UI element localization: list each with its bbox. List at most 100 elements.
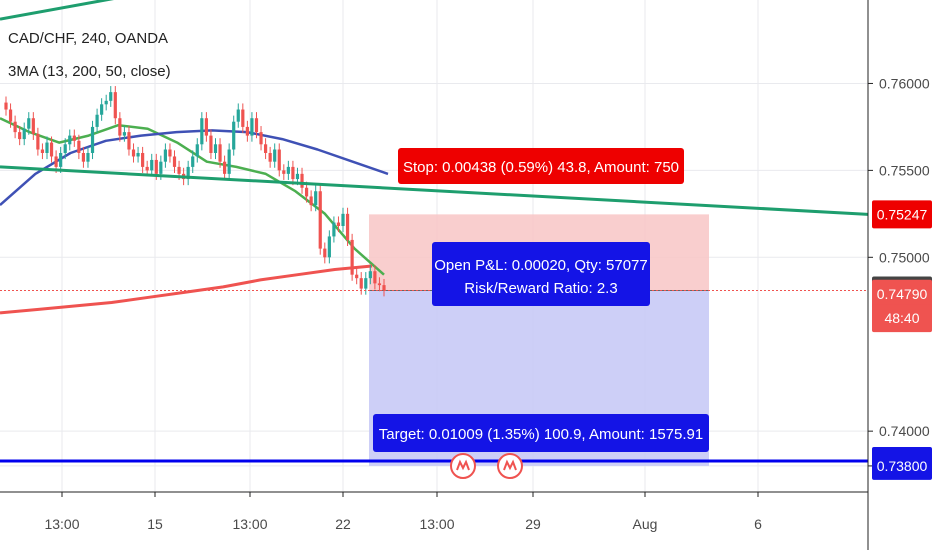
candle-body-12 bbox=[59, 152, 63, 167]
candle-body-27 bbox=[127, 132, 131, 150]
candle-body-57 bbox=[263, 144, 268, 153]
indicator-legend: 3MA (13, 200, 50, close) bbox=[8, 63, 171, 80]
candle-body-36 bbox=[168, 149, 172, 157]
candle-body-4 bbox=[22, 128, 26, 140]
candle-body-42 bbox=[195, 144, 199, 157]
x-tick-label-4: 13:00 bbox=[419, 516, 454, 532]
trendline-0 bbox=[0, 165, 869, 216]
candle-body-44 bbox=[204, 118, 208, 136]
candle-body-80 bbox=[368, 271, 372, 279]
candle-body-34 bbox=[159, 161, 163, 174]
symbol-title: CAD/CHF, 240, OANDA bbox=[8, 30, 168, 47]
candle-body-65 bbox=[300, 173, 304, 188]
candle-body-61 bbox=[282, 170, 286, 174]
pnl-label[interactable]: Open P&L: 0.00020, Qty: 57077 Risk/Rewar… bbox=[432, 242, 650, 306]
candle-body-67 bbox=[309, 196, 313, 206]
candle-body-43 bbox=[200, 118, 204, 145]
candle-body-73 bbox=[336, 222, 341, 227]
candle-body-74 bbox=[341, 213, 345, 227]
ma-line-2 bbox=[0, 264, 373, 315]
candle-body-0 bbox=[4, 102, 8, 110]
ma-line-1 bbox=[0, 129, 389, 207]
candle-body-81 bbox=[373, 271, 377, 284]
pnl-label-box bbox=[432, 242, 650, 306]
candle-body-25 bbox=[118, 118, 122, 136]
y-tick-label-1: 0.75500 bbox=[879, 162, 930, 178]
candle-body-70 bbox=[323, 248, 327, 258]
candle-body-45 bbox=[209, 135, 213, 153]
trendline-1 bbox=[0, 0, 115, 21]
candle-body-50 bbox=[232, 121, 236, 150]
candle-body-3 bbox=[18, 132, 22, 140]
x-tick-label-0: 13:00 bbox=[44, 516, 79, 532]
candle-body-40 bbox=[186, 166, 190, 180]
candle-body-19 bbox=[90, 126, 95, 153]
candle-body-63 bbox=[291, 166, 295, 180]
candle-body-26 bbox=[122, 132, 127, 136]
price-badge-2 bbox=[872, 279, 932, 308]
candle-body-15 bbox=[72, 135, 76, 141]
candle-body-47 bbox=[218, 144, 222, 162]
candle-body-6 bbox=[31, 118, 35, 134]
candle-body-16 bbox=[77, 140, 81, 153]
candle-body-10 bbox=[49, 142, 54, 157]
x-tick-label-6: Aug bbox=[633, 516, 658, 532]
candle-body-60 bbox=[277, 149, 281, 171]
candle-body-29 bbox=[136, 152, 140, 157]
y-tick-label-3: 0.74000 bbox=[879, 423, 930, 439]
price-badge-text-3: 48:40 bbox=[884, 310, 919, 326]
candle-body-31 bbox=[145, 166, 149, 171]
stop-label-box bbox=[398, 148, 684, 184]
price-badge-text-0: 0.75247 bbox=[877, 206, 928, 222]
dividend-marker-icon[interactable] bbox=[497, 453, 523, 479]
price-badge-5 bbox=[872, 451, 932, 480]
candle-body-58 bbox=[268, 152, 272, 162]
candle-body-71 bbox=[327, 236, 331, 258]
candle-body-66 bbox=[304, 187, 309, 197]
candle-body-2 bbox=[13, 121, 17, 133]
target-label[interactable]: Target: 0.01009 (1.35%) 100.9, Amount: 1… bbox=[373, 414, 709, 452]
price-badge-0 bbox=[872, 200, 932, 229]
candle-body-46 bbox=[213, 144, 218, 153]
candle-body-48 bbox=[223, 161, 227, 174]
candle-body-21 bbox=[100, 104, 104, 115]
candle-body-56 bbox=[259, 132, 263, 145]
x-tick-label-2: 13:00 bbox=[232, 516, 267, 532]
x-tick-label-7: 6 bbox=[754, 516, 762, 532]
candle-body-5 bbox=[27, 118, 31, 129]
pnl-label-line1: Open P&L: 0.00020, Qty: 57077 bbox=[434, 257, 648, 274]
candle-body-18 bbox=[86, 152, 90, 162]
candle-body-32 bbox=[150, 159, 154, 171]
candle-body-22 bbox=[104, 100, 108, 105]
price-badge-text-2: 0.74790 bbox=[877, 286, 928, 302]
candle-body-23 bbox=[109, 92, 113, 101]
pnl-label-line2: Risk/Reward Ratio: 2.3 bbox=[464, 280, 617, 297]
earnings-marker-icon[interactable] bbox=[450, 453, 476, 479]
candle-body-69 bbox=[318, 191, 322, 249]
y-tick-label-0: 0.76000 bbox=[879, 75, 930, 91]
candle-body-54 bbox=[250, 118, 254, 136]
candle-body-51 bbox=[236, 109, 240, 122]
candle-body-49 bbox=[227, 149, 231, 174]
candle-body-64 bbox=[295, 173, 300, 180]
candle-body-11 bbox=[54, 156, 58, 167]
candle-body-41 bbox=[191, 156, 195, 167]
stop-label[interactable]: Stop: 0.00438 (0.59%) 43.8, Amount: 750 bbox=[398, 148, 684, 184]
candle-body-33 bbox=[154, 159, 158, 174]
candle-body-82 bbox=[377, 283, 382, 286]
candle-body-37 bbox=[172, 156, 177, 167]
candle-body-7 bbox=[36, 133, 40, 150]
candle-body-83 bbox=[382, 285, 386, 291]
candle-body-35 bbox=[163, 149, 167, 162]
price-badge-text-5: 0.73800 bbox=[877, 458, 928, 474]
candle-body-1 bbox=[8, 109, 13, 122]
candle-body-77 bbox=[355, 274, 359, 279]
x-tick-label-3: 22 bbox=[335, 516, 351, 532]
candle-body-20 bbox=[95, 114, 99, 127]
candle-body-52 bbox=[241, 109, 245, 127]
candle-body-53 bbox=[245, 126, 249, 136]
candle-body-30 bbox=[141, 152, 145, 167]
candle-body-17 bbox=[81, 152, 86, 162]
